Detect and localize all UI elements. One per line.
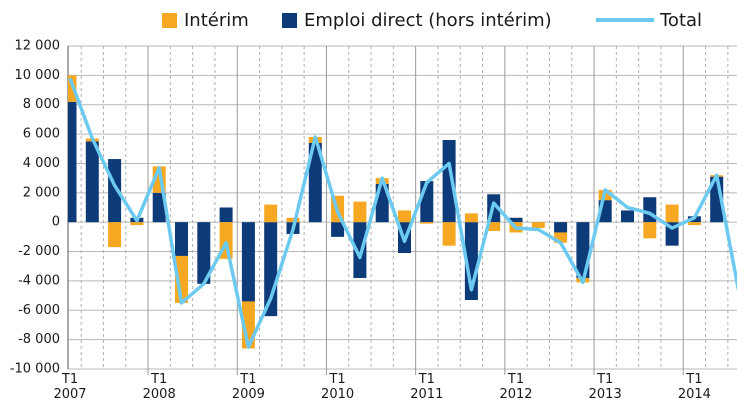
- bar: [554, 222, 568, 233]
- bar: [152, 192, 166, 223]
- legend-swatch: [282, 13, 297, 28]
- y-tick-label: 4 000: [23, 156, 60, 171]
- bar: [643, 222, 657, 239]
- total-line: [68, 77, 737, 349]
- x-tick-label: T1 2013: [588, 372, 622, 402]
- bar: [130, 222, 144, 226]
- x-tick-label: T1 2012: [499, 372, 533, 402]
- y-tick-label: -8 000: [18, 332, 60, 347]
- bar: [264, 204, 278, 223]
- y-tick-label: -10 000: [10, 362, 60, 377]
- y-tick-label: -2 000: [18, 244, 60, 259]
- x-tick-label: T1 2010: [321, 372, 355, 402]
- bar: [531, 222, 545, 229]
- y-tick-label: -6 000: [18, 303, 60, 318]
- bar: [621, 210, 634, 223]
- bar: [464, 213, 478, 223]
- y-tick-label: 10 000: [15, 68, 61, 83]
- bar: [554, 232, 568, 243]
- bar: [175, 222, 188, 256]
- bar: [219, 207, 233, 223]
- bar: [286, 217, 300, 223]
- bar: [85, 141, 99, 223]
- bar: [420, 222, 434, 224]
- x-tick-label: T1 2014: [677, 372, 711, 402]
- bar: [331, 222, 345, 237]
- legend-label: Total: [659, 10, 702, 31]
- x-tick-label: T1 2008: [142, 372, 176, 402]
- bar: [442, 222, 456, 246]
- bar: [509, 217, 523, 223]
- bar: [241, 222, 255, 302]
- bar: [665, 204, 679, 223]
- legend-label: Emploi direct (hors intérim): [304, 10, 552, 31]
- x-tick-label: T1 2009: [231, 372, 265, 402]
- y-tick-label: 2 000: [23, 185, 60, 200]
- bar: [68, 101, 77, 223]
- bar: [398, 210, 411, 223]
- x-tick-label: T1 2007: [53, 372, 87, 402]
- bar: [353, 222, 367, 278]
- y-tick-label: -4 000: [18, 273, 60, 288]
- bar: [308, 142, 322, 223]
- y-tick-label: 6 000: [23, 127, 60, 142]
- bar: [687, 222, 701, 226]
- y-tick-label: 12 000: [15, 39, 61, 54]
- bar: [197, 222, 211, 284]
- legend-label: Intérim: [184, 10, 249, 31]
- bar: [108, 222, 122, 248]
- legend-swatch: [162, 13, 177, 28]
- bar: [487, 222, 501, 231]
- y-tick-label: 0: [52, 215, 60, 230]
- y-tick-label: 8 000: [23, 97, 60, 112]
- bar: [353, 201, 367, 223]
- x-tick-label: T1 2011: [410, 372, 444, 402]
- bar: [442, 139, 456, 223]
